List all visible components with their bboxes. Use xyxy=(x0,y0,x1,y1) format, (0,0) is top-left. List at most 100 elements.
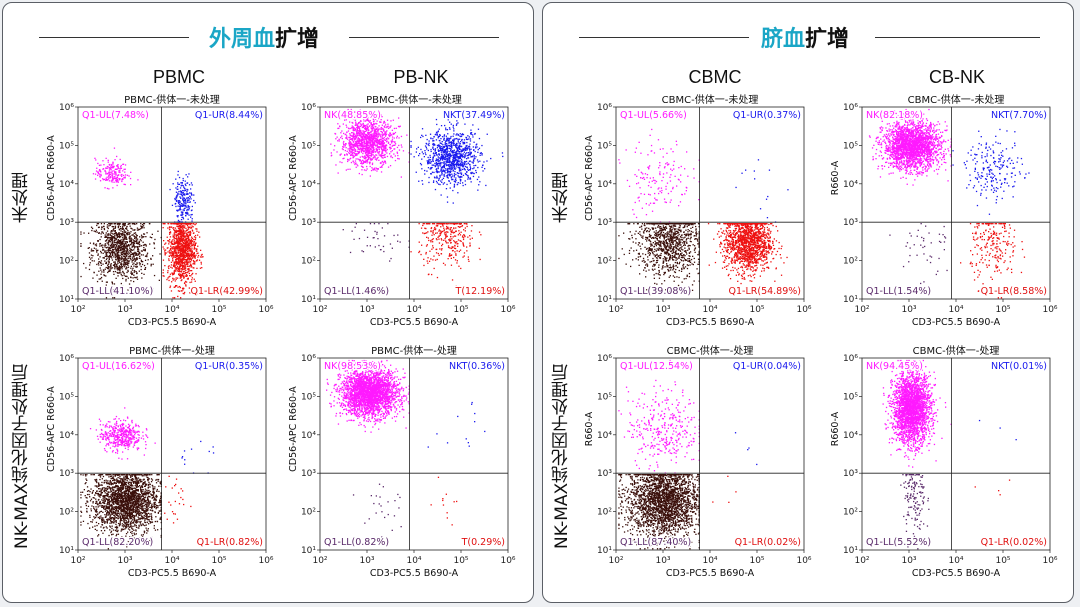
x-tick-label: 10² xyxy=(312,305,327,315)
y-tick-label: 10¹ xyxy=(597,546,612,556)
column-title: PB-NK xyxy=(341,67,501,88)
header-rule-left xyxy=(579,37,749,38)
population-ur xyxy=(427,401,486,448)
y-tick-label: 10³ xyxy=(59,469,74,479)
plot-title: PBMC-供体一-处理 xyxy=(371,344,457,357)
y-tick-label: 10³ xyxy=(59,218,74,228)
flow-plot-cbmc-treated: CBMC-供体一-处理 Q1-UL(12.54%) Q1-UR(0.04%) Q1-L… xyxy=(584,344,812,584)
y-tick-label: 10² xyxy=(597,508,612,518)
y-tick-label: 10⁵ xyxy=(59,392,74,402)
y-tick-label: 10¹ xyxy=(843,295,858,305)
x-tick-label: 10² xyxy=(854,556,869,566)
y-tick-label: 10⁵ xyxy=(59,141,74,151)
x-tick-label: 10⁴ xyxy=(406,305,421,315)
x-tick-label: 10⁴ xyxy=(948,556,963,566)
x-tick-label: 10⁶ xyxy=(796,556,811,566)
y-tick-label: 10² xyxy=(59,257,74,267)
flow-plot-cbmc-untreated: CBMC-供体一-未处理 Q1-UL(5.66%) Q1-UR(0.37%) Q1-L… xyxy=(584,93,812,333)
x-tick-label: 10⁵ xyxy=(749,305,764,315)
x-tick-label: 10⁶ xyxy=(500,556,515,566)
flow-plot-cbnk-untreated: CBMC-供体一-未处理 NK(82.18%) NKT(7.70%) Q1-LL(1.… xyxy=(830,93,1058,333)
quadrant-label-lr: Q1-LR(8.58%) xyxy=(981,286,1047,297)
quadrant-label-ul: Q1-UL(7.48%) xyxy=(82,110,149,121)
y-tick-label: 10³ xyxy=(597,218,612,228)
y-tick-label: 10⁵ xyxy=(597,392,612,402)
x-tick-label: 10² xyxy=(312,556,327,566)
x-tick-label: 10⁴ xyxy=(406,556,421,566)
y-tick-label: 10² xyxy=(301,508,316,518)
population-lr xyxy=(430,476,458,526)
header-rule-right xyxy=(875,37,1040,38)
population-ll xyxy=(80,474,162,550)
plot-frame xyxy=(615,357,805,551)
plot-frame xyxy=(319,106,509,300)
x-tick-label: 10⁴ xyxy=(948,305,963,315)
y-tick-label: 10⁴ xyxy=(597,180,612,190)
section-title-colored: 脐血 xyxy=(761,27,805,52)
quadrant-label-ur: Q1-UR(0.37%) xyxy=(733,110,801,121)
flow-plot-pbnk-treated: PBMC-供体一-处理 NK(98.53%) NKT(0.36%) Q1-LL(0.8… xyxy=(288,344,516,584)
y-tick-label: 10⁶ xyxy=(301,103,316,113)
quadrant-label-ur: Q1-UR(8.44%) xyxy=(195,110,263,121)
plot-title: PBMC-供体一-未处理 xyxy=(124,93,220,106)
y-axis-label: CD56-APC R660-A xyxy=(46,386,57,472)
x-tick-label: 10² xyxy=(608,305,623,315)
x-axis-label: CD3-PC5.5 B690-A xyxy=(666,317,755,328)
plot-title: CBMC-供体一-未处理 xyxy=(662,93,759,106)
population-ur xyxy=(169,170,196,223)
y-tick-label: 10⁵ xyxy=(597,141,612,151)
y-tick-label: 10⁵ xyxy=(843,141,858,151)
flow-plot-svg: CBMC-供体一-处理 NK(94.45%) NKT(0.01%) Q1-LL(5.5… xyxy=(830,344,1058,579)
y-axis-label: CD56-APC R660-A xyxy=(288,135,299,221)
x-tick-label: 10⁴ xyxy=(702,556,717,566)
y-axis-label: R660-A xyxy=(584,411,595,446)
y-axis-label: R660-A xyxy=(830,411,841,446)
quadrant-label-ul: Q1-UL(5.66%) xyxy=(620,110,687,121)
section-title-rest: 扩增 xyxy=(275,27,319,52)
section-title-rest: 扩增 xyxy=(805,27,849,52)
quadrant-label-ul: NK(94.45%) xyxy=(866,361,923,372)
y-tick-label: 10¹ xyxy=(597,295,612,305)
section-title-colored: 外周血 xyxy=(209,27,275,52)
quadrant-label-ll: Q1-LL(39.08%) xyxy=(620,286,691,297)
plot-title: CBMC-供体一-未处理 xyxy=(908,93,1005,106)
population-ul xyxy=(89,407,156,460)
x-tick-label: 10⁴ xyxy=(164,556,179,566)
y-tick-label: 10¹ xyxy=(59,295,74,305)
flow-plot-svg: PBMC-供体一-处理 NK(98.53%) NKT(0.36%) Q1-LL(0.8… xyxy=(288,344,516,579)
x-tick-label: 10⁵ xyxy=(749,556,764,566)
row-title: NK-MAX纯化因子处理后 xyxy=(9,351,34,561)
y-tick-label: 10² xyxy=(597,257,612,267)
x-tick-label: 10³ xyxy=(117,556,132,566)
y-tick-label: 10³ xyxy=(843,218,858,228)
quadrant-label-lr: Q1-LR(0.02%) xyxy=(981,537,1047,548)
flow-plot-pbnk-untreated: PBMC-供体一-未处理 NK(48.85%) NKT(37.49%) Q1-LL(1… xyxy=(288,93,516,333)
y-tick-label: 10¹ xyxy=(843,546,858,556)
y-tick-label: 10¹ xyxy=(59,546,74,556)
quadrant-label-ll: Q1-LL(0.82%) xyxy=(324,537,389,548)
quadrant-label-ul: Q1-UL(16.62%) xyxy=(82,361,155,372)
column-title: CB-NK xyxy=(877,67,1037,88)
row-title: NK-MAX纯化因子处理后 xyxy=(549,351,574,561)
y-tick-label: 10⁶ xyxy=(59,354,74,364)
x-tick-label: 10⁵ xyxy=(453,305,468,315)
population-ll xyxy=(342,223,410,262)
x-tick-label: 10⁴ xyxy=(164,305,179,315)
x-axis-label: CD3-PC5.5 B690-A xyxy=(666,568,755,579)
y-axis-label: CD56-APC R660-A xyxy=(584,135,595,221)
x-tick-label: 10³ xyxy=(901,556,916,566)
x-axis-label: CD3-PC5.5 B690-A xyxy=(370,317,459,328)
population-ur xyxy=(978,419,1017,441)
y-tick-label: 10² xyxy=(301,257,316,267)
population-ll xyxy=(618,223,700,293)
flow-plot-svg: PBMC-供体一-处理 Q1-UL(16.62%) Q1-UR(0.35%) Q1-L… xyxy=(46,344,274,579)
y-tick-label: 10² xyxy=(59,508,74,518)
population-ur xyxy=(410,112,504,204)
quadrant-label-lr: Q1-LR(0.82%) xyxy=(197,537,263,548)
population-ul xyxy=(868,108,952,186)
quadrant-label-ul: Q1-UL(12.54%) xyxy=(620,361,693,372)
quadrant-label-ur: NKT(7.70%) xyxy=(991,110,1047,121)
population-ul xyxy=(330,108,410,178)
population-ul xyxy=(618,359,700,474)
flow-plot-pbmc-untreated: PBMC-供体一-未处理 Q1-UL(7.48%) Q1-UR(8.44%) Q1-L… xyxy=(46,93,274,333)
